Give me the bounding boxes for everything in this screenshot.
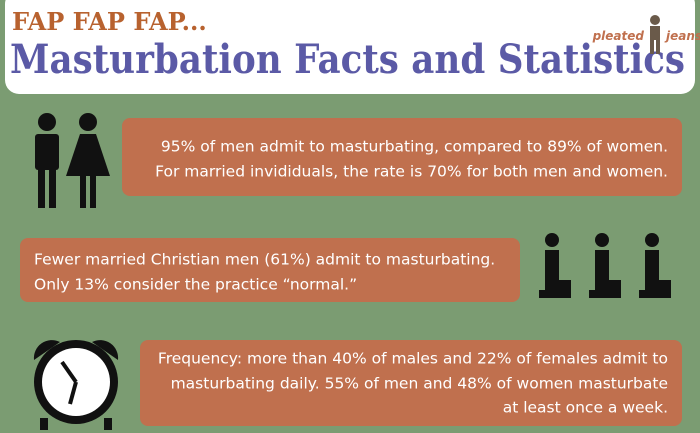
logo-text: pleated xyxy=(592,29,645,43)
fact-line: For married invididuals, the rate is 70%… xyxy=(155,163,668,181)
people-icon xyxy=(35,113,110,208)
logo: pleated jeans xyxy=(592,15,700,54)
praying-icon xyxy=(539,233,671,298)
header-panel xyxy=(5,0,695,94)
fact-box xyxy=(140,340,682,426)
fact-line: at least once a week. xyxy=(503,399,668,417)
logo-text: jeans xyxy=(664,29,700,43)
clock-icon xyxy=(33,340,119,430)
fact-line: Fewer married Christian men (61%) admit … xyxy=(34,251,495,269)
fact-box xyxy=(20,238,520,302)
fact-line: Only 13% consider the practice “normal.” xyxy=(34,276,357,294)
kicker: FAP FAP FAP... xyxy=(12,7,207,36)
fact-box xyxy=(122,118,682,196)
fact-line: masturbating daily. 55% of men and 48% o… xyxy=(171,375,668,393)
title: Masturbation Facts and Statistics xyxy=(10,36,685,83)
fact-line: Frequency: more than 40% of males and 22… xyxy=(158,350,668,368)
fact-line: 95% of men admit to masturbating, compar… xyxy=(161,138,668,156)
